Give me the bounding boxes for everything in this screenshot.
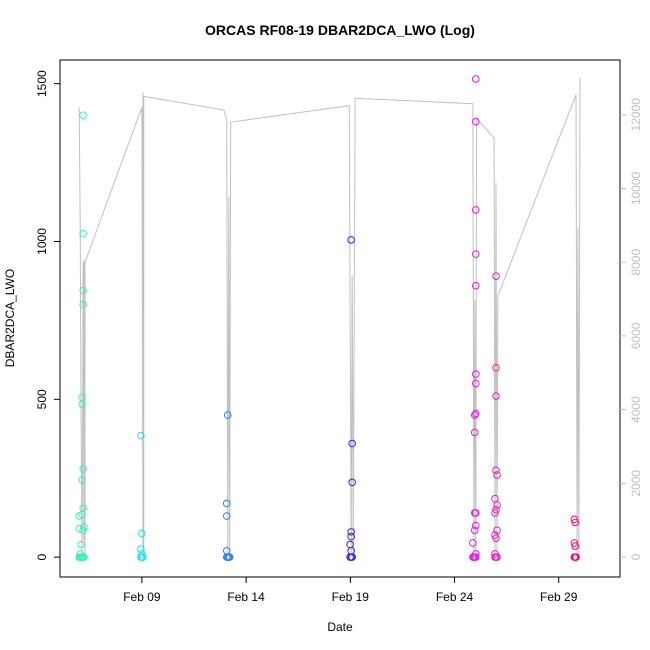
y-axis-label: DBAR2DCA_LWO [3, 269, 17, 367]
point [492, 272, 500, 281]
x-tick-label: Feb 19 [332, 590, 370, 604]
point [75, 524, 83, 533]
point [471, 250, 480, 258]
x-axis-label: Date [327, 620, 353, 634]
y-tick-label: 1500 [35, 70, 49, 97]
x-tick-label: Feb 29 [540, 590, 578, 604]
y2-tick-label: 12000 [629, 98, 643, 132]
point [492, 363, 500, 372]
point [471, 75, 480, 83]
point [77, 540, 85, 549]
point [570, 539, 579, 547]
point [138, 529, 146, 538]
point [470, 411, 479, 419]
point [137, 431, 145, 440]
x-tick-label: Feb 09 [123, 590, 161, 604]
y-tick-label: 1000 [35, 228, 49, 255]
point [571, 518, 579, 527]
point [571, 542, 579, 550]
chart-title: ORCAS RF08-19 DBAR2DCA_LWO (Log) [205, 22, 475, 38]
point [492, 534, 500, 542]
point [80, 523, 88, 531]
point [79, 229, 87, 238]
point [222, 512, 231, 520]
point [492, 392, 500, 400]
point [471, 281, 480, 290]
point [493, 471, 501, 479]
point [471, 521, 480, 530]
y2-tick-label: 2000 [629, 470, 643, 497]
trace-line [78, 77, 581, 557]
y2-tick-label: 4000 [629, 396, 643, 423]
point [80, 553, 88, 561]
point [470, 526, 479, 535]
y2-tick-label: 10000 [629, 171, 643, 205]
point [79, 111, 87, 120]
point [493, 553, 501, 561]
point [491, 509, 499, 517]
point [471, 117, 480, 126]
point [493, 526, 501, 535]
point [225, 553, 234, 561]
point [79, 526, 87, 535]
point [471, 553, 480, 561]
point [139, 553, 147, 561]
y-tick-label: 500 [35, 389, 49, 409]
x-tick-label: Feb 14 [227, 590, 265, 604]
point [223, 411, 232, 419]
y2-tick-label: 6000 [629, 322, 643, 349]
point [471, 409, 480, 418]
point [572, 553, 580, 561]
point [347, 236, 355, 244]
point [471, 370, 480, 378]
point [137, 545, 145, 554]
point [78, 400, 86, 408]
y2-tick-label: 8000 [629, 249, 643, 276]
point [493, 501, 501, 509]
y-tick-label: 0 [35, 553, 49, 560]
point [471, 379, 480, 388]
point [469, 539, 477, 547]
point [79, 286, 87, 295]
point [79, 300, 87, 309]
plot-box [59, 59, 621, 578]
point [78, 475, 86, 484]
point [570, 515, 579, 524]
point [347, 532, 355, 541]
point [79, 464, 87, 473]
point [347, 528, 355, 536]
point [222, 499, 231, 508]
point [470, 428, 479, 437]
point [471, 206, 480, 214]
point [492, 466, 500, 475]
point [348, 553, 356, 561]
point [75, 512, 83, 520]
y2-tick-label: 0 [629, 553, 643, 560]
point [348, 478, 356, 487]
point [491, 531, 499, 539]
point [348, 439, 356, 448]
point [470, 509, 479, 517]
x-tick-label: Feb 24 [436, 590, 474, 604]
point [138, 550, 146, 558]
point [492, 505, 500, 514]
